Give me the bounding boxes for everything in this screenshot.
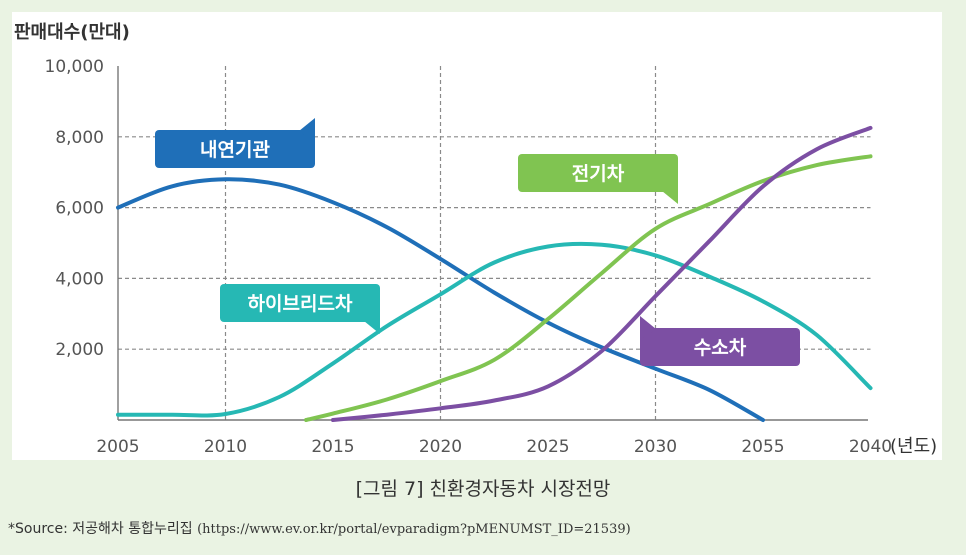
x-tick-label: 2040 bbox=[849, 437, 892, 457]
y-tick-label: 6,000 bbox=[55, 199, 104, 219]
x-tick-label: 2055 bbox=[741, 437, 784, 457]
x-tick-label: 2030 bbox=[634, 437, 677, 457]
chart-panel: 10,000 8,000 6,000 4,000 2,000 판매대수(만대) 2005 20… bbox=[12, 12, 942, 460]
callout-box-hybrid bbox=[220, 284, 380, 322]
callout-box-ice bbox=[155, 130, 315, 168]
callout-tail-ice bbox=[299, 118, 315, 142]
source-url: (https://www.ev.or.kr/portal/evparadigm?… bbox=[197, 522, 631, 537]
series-label-ev: 전기차 bbox=[572, 163, 625, 185]
series-label-hydrogen: 수소차 bbox=[694, 337, 747, 359]
series-line-ev bbox=[304, 154, 873, 422]
series-label-ice: 내연기관 bbox=[200, 139, 270, 161]
x-tick-label: 2015 bbox=[311, 437, 354, 457]
callout-box-hydrogen bbox=[640, 328, 800, 366]
source-prefix: *Source: 저공해차 통합누리집 bbox=[8, 521, 193, 537]
x-axis-unit: (년도) bbox=[890, 436, 937, 457]
series-line-ice bbox=[116, 177, 765, 422]
x-tick-label: 2010 bbox=[204, 437, 247, 457]
callout-tail-ev bbox=[662, 180, 678, 204]
x-tick-label: 2025 bbox=[526, 437, 569, 457]
y-tick-label: 10,000 bbox=[45, 57, 104, 77]
x-tick-label: 2020 bbox=[419, 437, 462, 457]
series-line-hydrogen bbox=[331, 125, 873, 422]
line-chart: 10,000 8,000 6,000 4,000 2,000 판매대수(만대) 2005 20… bbox=[14, 22, 937, 457]
source-note: *Source: 저공해차 통합누리집 (https://www.ev.or.k… bbox=[8, 518, 631, 538]
callout-tail-hydrogen bbox=[640, 316, 656, 340]
y-axis-title: 판매대수(만대) bbox=[14, 22, 130, 43]
series-line-hybrid bbox=[116, 241, 873, 418]
y-tick-label: 2,000 bbox=[55, 340, 104, 360]
callout-tail-hybrid bbox=[364, 310, 380, 334]
y-tick-label: 8,000 bbox=[55, 128, 104, 148]
y-tick-label: 4,000 bbox=[55, 269, 104, 289]
callout-box-ev bbox=[518, 154, 678, 192]
x-tick-label: 2005 bbox=[96, 437, 139, 457]
series-label-hybrid: 하이브리드차 bbox=[248, 293, 353, 315]
figure-caption: [그림 7] 친환경자동차 시장전망 bbox=[355, 478, 611, 500]
